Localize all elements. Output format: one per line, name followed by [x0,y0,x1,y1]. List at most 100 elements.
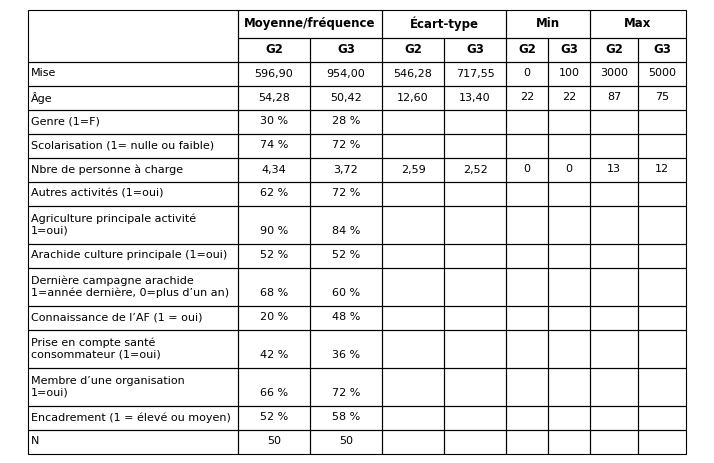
Bar [238,38,310,62]
Bar [638,86,686,110]
Text: 22: 22 [562,93,576,102]
Text: Écart-type: Écart-type [410,16,478,31]
Text: N: N [31,437,39,446]
Bar [590,10,686,38]
Bar [382,306,444,330]
Bar [548,406,590,430]
Bar [506,244,548,268]
Bar [638,330,686,368]
Bar [310,110,382,133]
Bar [506,86,548,110]
Bar [590,86,638,110]
Bar [382,157,444,181]
Bar [506,330,548,368]
Bar [310,38,382,62]
Bar [310,368,382,406]
Bar [638,206,686,244]
Bar [444,181,506,206]
Bar [548,330,590,368]
Text: 3,72: 3,72 [333,164,358,175]
Bar [548,38,590,62]
Bar [310,406,382,430]
Bar [444,62,506,86]
Bar [238,330,310,368]
Bar [382,206,444,244]
Text: 4,34: 4,34 [261,164,286,175]
Bar [310,306,382,330]
Text: 12: 12 [655,164,669,175]
Bar [590,38,638,62]
Bar [590,181,638,206]
Text: 48 %: 48 % [332,313,360,323]
Text: G3: G3 [337,43,355,56]
Bar [638,133,686,157]
Bar [590,330,638,368]
Text: 596,90: 596,90 [255,69,293,79]
Bar [444,244,506,268]
Bar [382,110,444,133]
Bar [548,133,590,157]
Bar [506,110,548,133]
Text: 28 %: 28 % [332,117,360,126]
Bar [638,110,686,133]
Text: Autres activités (1=oui): Autres activités (1=oui) [31,188,164,199]
Bar [28,368,238,406]
Text: 50: 50 [339,437,353,446]
Bar [310,268,382,306]
Bar [238,157,310,181]
Text: 12,60: 12,60 [397,93,429,102]
Text: 66 %: 66 % [260,388,288,399]
Bar [238,368,310,406]
Text: G2: G2 [518,43,536,56]
Bar [444,110,506,133]
Bar [310,86,382,110]
Bar [590,157,638,181]
Text: Nbre de personne à charge: Nbre de personne à charge [31,164,183,175]
Text: 100: 100 [558,69,580,79]
Bar [238,62,310,86]
Text: 954,00: 954,00 [326,69,366,79]
Bar [238,10,382,38]
Text: 2,59: 2,59 [401,164,426,175]
Bar [638,157,686,181]
Bar [444,38,506,62]
Bar [310,133,382,157]
Text: 58 %: 58 % [332,413,360,423]
Bar [444,406,506,430]
Text: Max: Max [624,17,652,30]
Text: 0: 0 [523,164,531,175]
Text: Prise en compte santé
consommateur (1=oui): Prise en compte santé consommateur (1=ou… [31,338,161,360]
Text: Scolarisation (1= nulle ou faible): Scolarisation (1= nulle ou faible) [31,140,214,150]
Bar [238,181,310,206]
Bar [548,181,590,206]
Text: 546,28: 546,28 [393,69,433,79]
Text: G3: G3 [560,43,578,56]
Bar [238,86,310,110]
Bar [548,268,590,306]
Text: 52 %: 52 % [260,250,288,261]
Bar [28,181,238,206]
Text: 68 %: 68 % [260,288,288,299]
Bar [238,133,310,157]
Bar [506,157,548,181]
Text: 90 %: 90 % [260,226,288,237]
Text: 30 %: 30 % [260,117,288,126]
Bar [382,406,444,430]
Bar [548,157,590,181]
Bar [28,110,238,133]
Bar [506,368,548,406]
Bar [444,330,506,368]
Bar [506,62,548,86]
Text: G3: G3 [466,43,484,56]
Bar [310,330,382,368]
Text: Min: Min [536,17,560,30]
Text: 74 %: 74 % [260,140,288,150]
Bar [590,244,638,268]
Bar [382,181,444,206]
Bar [28,330,238,368]
Bar [238,430,310,453]
Bar [238,306,310,330]
Text: 72 %: 72 % [332,188,360,199]
Bar [382,86,444,110]
Text: 50: 50 [267,437,281,446]
